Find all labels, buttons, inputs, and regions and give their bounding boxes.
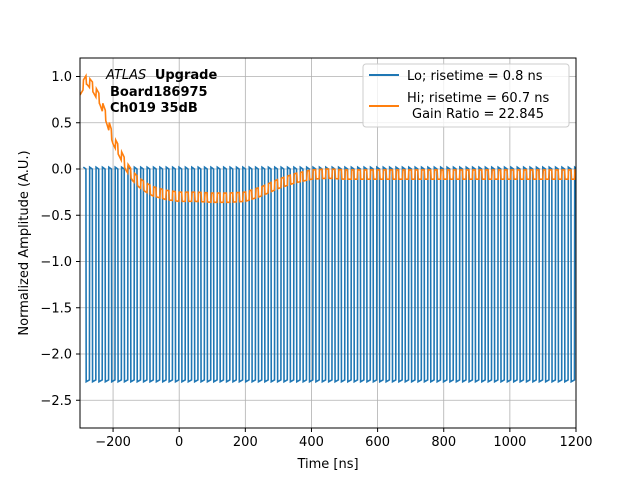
y-tick-label: −2.5	[40, 394, 72, 409]
y-tick-label: −1.5	[40, 301, 72, 316]
y-tick-label: 1.0	[51, 70, 72, 85]
annotation-channel: Ch019 35dB	[110, 101, 198, 116]
legend-label-hi: Hi; risetime = 60.7 ns	[407, 91, 549, 106]
plot-frame	[79, 57, 577, 429]
legend-label-lo: Lo; risetime = 0.8 ns	[407, 69, 543, 84]
annotation-board: Board186975	[110, 85, 208, 100]
x-tick-label: 1200	[559, 435, 592, 450]
annotation-upgrade: Upgrade	[155, 68, 218, 83]
x-tick-label: 200	[233, 435, 258, 450]
x-tick-label: 600	[365, 435, 390, 450]
y-tick-label: −1.0	[40, 255, 72, 270]
series-layer	[80, 73, 576, 384]
x-tick-label: 0	[175, 435, 183, 450]
annotation-atlas: ATLAS	[105, 68, 146, 83]
y-axis-label: Normalized Amplitude (A.U.)	[17, 150, 32, 335]
annotation: ATLAS Upgrade Board186975 Ch019 35dB	[105, 68, 217, 116]
ticks: −200 0 200 400 600 800 1000 1200 1.0 0.5 0.0 −0.5 −1…	[40, 70, 592, 450]
y-tick-label: −2.0	[40, 348, 72, 363]
x-tick-label: −200	[95, 435, 131, 450]
legend-box	[362, 63, 570, 128]
series-lo-line	[82, 165, 576, 384]
legend: Lo; risetime = 0.8 ns Hi; risetime = 60.…	[362, 63, 570, 128]
x-axis-label: Time [ns]	[296, 457, 358, 472]
series-hi-line	[80, 73, 576, 204]
legend-label-gain: Gain Ratio = 22.845	[412, 107, 544, 122]
svg-text:ATLAS Upgrade: ATLAS Upgrade	[105, 68, 217, 83]
x-tick-label: 800	[431, 435, 456, 450]
x-tick-label: 1000	[493, 435, 526, 450]
y-tick-label: 0.5	[51, 116, 72, 131]
x-tick-label: 400	[299, 435, 324, 450]
y-tick-label: 0.0	[51, 163, 72, 178]
y-tick-label: −0.5	[40, 209, 72, 224]
